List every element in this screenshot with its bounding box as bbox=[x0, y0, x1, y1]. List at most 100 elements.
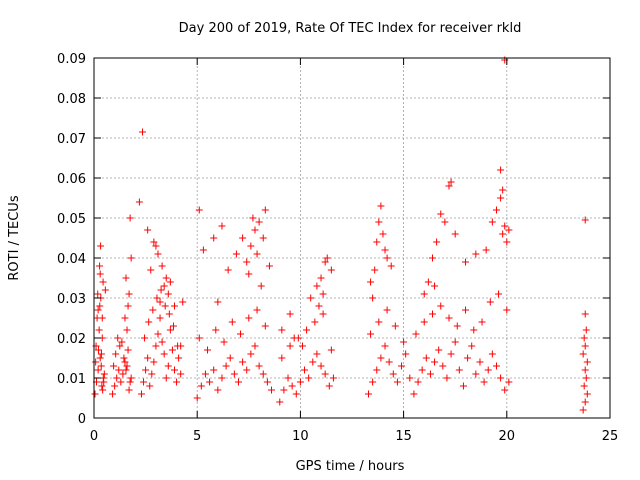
data-point bbox=[179, 298, 187, 306]
data-point bbox=[375, 318, 383, 326]
data-point bbox=[365, 390, 373, 398]
x-tick-label: 25 bbox=[602, 429, 619, 444]
data-point bbox=[406, 374, 414, 382]
data-point bbox=[165, 310, 173, 318]
data-point bbox=[243, 258, 251, 266]
data-point bbox=[488, 350, 496, 358]
data-point bbox=[253, 306, 261, 314]
data-point bbox=[140, 378, 148, 386]
data-point bbox=[488, 218, 496, 226]
data-point bbox=[472, 250, 480, 258]
data-point bbox=[433, 238, 441, 246]
data-point bbox=[212, 326, 220, 334]
data-point bbox=[373, 238, 381, 246]
y-tick-label: 0.02 bbox=[57, 332, 86, 347]
data-point bbox=[437, 302, 445, 310]
data-point bbox=[195, 334, 203, 342]
data-point bbox=[112, 350, 120, 358]
x-tick-label: 10 bbox=[292, 429, 309, 444]
data-point bbox=[245, 270, 253, 278]
data-point bbox=[286, 342, 294, 350]
data-point bbox=[94, 366, 102, 374]
data-point bbox=[121, 314, 129, 322]
data-point bbox=[459, 382, 467, 390]
data-point bbox=[441, 218, 449, 226]
data-point bbox=[135, 198, 143, 206]
data-point bbox=[383, 306, 391, 314]
data-point bbox=[445, 182, 453, 190]
data-point bbox=[96, 262, 104, 270]
data-point bbox=[243, 366, 251, 374]
data-point bbox=[234, 378, 242, 386]
data-point bbox=[381, 246, 389, 254]
data-point bbox=[147, 266, 155, 274]
data-point bbox=[379, 230, 387, 238]
data-point bbox=[319, 310, 327, 318]
data-point bbox=[224, 266, 232, 274]
data-point bbox=[492, 362, 500, 370]
data-point bbox=[580, 382, 588, 390]
data-point bbox=[455, 366, 463, 374]
data-point bbox=[484, 366, 492, 374]
data-point bbox=[97, 242, 105, 250]
data-point bbox=[239, 234, 247, 242]
data-point bbox=[97, 350, 105, 358]
gridlines bbox=[94, 58, 610, 418]
data-point bbox=[391, 322, 399, 330]
data-point bbox=[582, 374, 590, 382]
data-point bbox=[303, 326, 311, 334]
data-point bbox=[480, 378, 488, 386]
data-point bbox=[114, 334, 122, 342]
data-point bbox=[218, 222, 226, 230]
data-point bbox=[126, 214, 134, 222]
data-point bbox=[583, 358, 591, 366]
data-point bbox=[226, 354, 234, 362]
data-point bbox=[329, 374, 337, 382]
data-point bbox=[261, 322, 269, 330]
data-point bbox=[321, 258, 329, 266]
data-point bbox=[125, 290, 133, 298]
data-point bbox=[492, 206, 500, 214]
data-point bbox=[123, 326, 131, 334]
data-points bbox=[91, 56, 591, 414]
data-point bbox=[123, 362, 131, 370]
data-point bbox=[239, 358, 247, 366]
data-point bbox=[478, 318, 486, 326]
data-point bbox=[232, 250, 240, 258]
data-point bbox=[144, 354, 152, 362]
data-point bbox=[431, 358, 439, 366]
data-point bbox=[325, 382, 333, 390]
data-point bbox=[153, 294, 161, 302]
data-point bbox=[259, 234, 267, 242]
data-point bbox=[99, 386, 107, 394]
data-point bbox=[170, 366, 178, 374]
data-point bbox=[158, 338, 166, 346]
data-point bbox=[193, 394, 201, 402]
data-point bbox=[462, 258, 470, 266]
data-point bbox=[582, 326, 590, 334]
data-point bbox=[470, 326, 478, 334]
x-tick-label: 15 bbox=[395, 429, 412, 444]
data-point bbox=[451, 338, 459, 346]
data-point bbox=[259, 370, 267, 378]
data-point bbox=[445, 314, 453, 322]
data-point bbox=[255, 362, 263, 370]
data-point bbox=[125, 386, 133, 394]
data-point bbox=[431, 282, 439, 290]
y-axis-label: ROTI / TECUs bbox=[7, 195, 22, 280]
data-point bbox=[398, 362, 406, 370]
x-tick-label: 0 bbox=[90, 429, 98, 444]
data-point bbox=[100, 370, 108, 378]
data-point bbox=[206, 378, 214, 386]
plot-frame bbox=[93, 57, 611, 419]
data-point bbox=[145, 318, 153, 326]
data-point bbox=[305, 374, 313, 382]
data-point bbox=[113, 374, 121, 382]
data-point bbox=[410, 390, 418, 398]
data-point bbox=[581, 310, 589, 318]
data-point bbox=[109, 390, 117, 398]
data-point bbox=[323, 254, 331, 262]
data-point bbox=[371, 266, 379, 274]
data-point bbox=[472, 370, 480, 378]
